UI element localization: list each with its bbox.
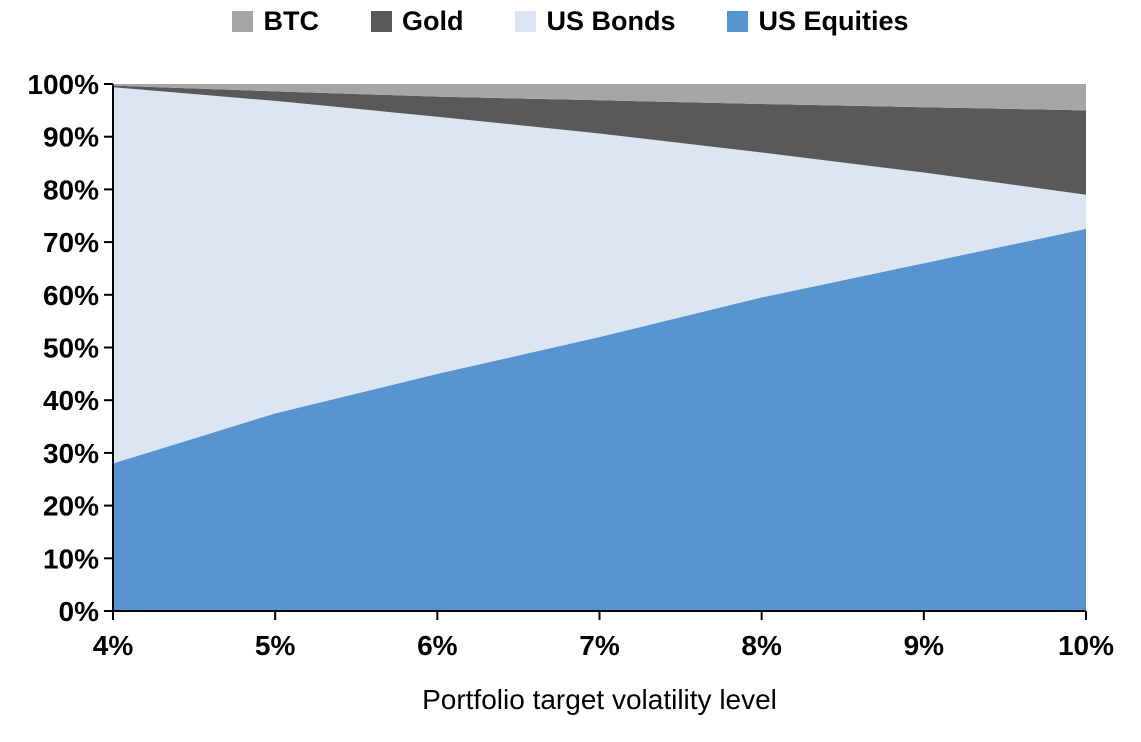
chart-legend: BTC Gold US Bonds US Equities bbox=[0, 6, 1141, 36]
legend-label: Gold bbox=[401, 6, 464, 36]
x-tick-label: 5% bbox=[255, 630, 296, 661]
y-tick-label: 60% bbox=[43, 280, 99, 311]
area-us-equities bbox=[113, 228, 1086, 611]
y-tick-label: 0% bbox=[59, 596, 100, 627]
legend-item-btc: BTC bbox=[232, 6, 319, 36]
y-tick-label: 30% bbox=[43, 438, 99, 469]
y-tick-label: 50% bbox=[43, 333, 99, 364]
y-tick-label: 40% bbox=[43, 385, 99, 416]
area-gold bbox=[113, 85, 1086, 195]
x-tick-label: 6% bbox=[417, 630, 458, 661]
legend-item-gold: Gold bbox=[370, 6, 464, 36]
legend-swatch-gold bbox=[370, 10, 392, 32]
y-tick-label: 90% bbox=[43, 122, 99, 153]
y-tick-label: 100% bbox=[27, 69, 99, 100]
legend-swatch-us-equities bbox=[727, 10, 749, 32]
y-tick-label: 20% bbox=[43, 491, 99, 522]
legend-swatch-btc bbox=[232, 10, 254, 32]
x-tick-label: 10% bbox=[1058, 630, 1114, 661]
y-tick-label: 10% bbox=[43, 543, 99, 574]
legend-item-us-equities: US Equities bbox=[727, 6, 909, 36]
x-axis-title: Portfolio target volatility level bbox=[422, 684, 777, 715]
area-btc bbox=[113, 84, 1086, 111]
legend-swatch-us-bonds bbox=[515, 10, 537, 32]
legend-item-us-bonds: US Bonds bbox=[515, 6, 675, 36]
x-tick-label: 7% bbox=[579, 630, 620, 661]
area-us-bonds bbox=[113, 87, 1086, 464]
legend-label: US Equities bbox=[758, 6, 909, 36]
x-tick-label: 9% bbox=[904, 630, 945, 661]
x-tick-label: 8% bbox=[741, 630, 782, 661]
y-tick-label: 70% bbox=[43, 227, 99, 258]
y-tick-label: 80% bbox=[43, 174, 99, 205]
legend-label: BTC bbox=[263, 6, 319, 36]
x-tick-label: 4% bbox=[93, 630, 134, 661]
legend-label: US Bonds bbox=[546, 6, 676, 36]
